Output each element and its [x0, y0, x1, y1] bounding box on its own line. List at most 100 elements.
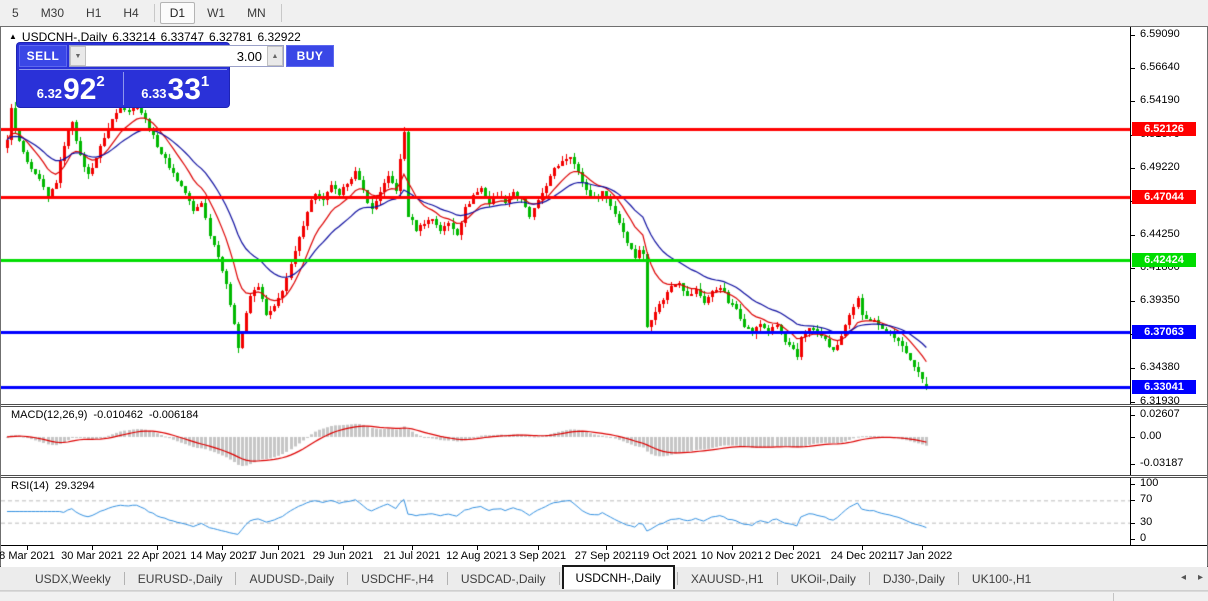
sell-button[interactable]: SELL [19, 45, 67, 67]
tab-strip: USDX,Weekly EURUSD-,Daily AUDUSD-,Daily USD… [0, 564, 1208, 590]
time-axis-tickmark [667, 546, 668, 550]
panel-splitter[interactable] [1, 475, 1207, 478]
price-axis-tickmark [1131, 235, 1135, 236]
price-axis[interactable]: 6.590906.566406.541906.516706.492206.467… [1130, 27, 1207, 407]
indicator-axis-label: -0.03187 [1140, 457, 1184, 469]
date-label: 7 Jun 2021 [250, 550, 306, 562]
volume-increase-button[interactable]: ▲ [267, 46, 283, 66]
status-bar-divider [1113, 593, 1114, 601]
indicator-axis-tickmark [1131, 437, 1135, 438]
volume-decrease-button[interactable]: ▼ [70, 46, 86, 66]
rsi-value: 29.3294 [54, 480, 95, 492]
price-axis-tickmark [1131, 168, 1135, 169]
ohlc-close: 6.32922 [257, 30, 301, 44]
date-label: 14 May 2021 [190, 550, 254, 562]
time-axis-tickmark [793, 546, 794, 550]
timeframe-button-5[interactable]: 5 [12, 6, 19, 20]
tab-separator [957, 572, 959, 585]
sell-price-prefix: 6.32 [36, 86, 63, 101]
hline-price-badge: 6.37063 [1132, 325, 1196, 339]
buy-price-pip: 1 [200, 73, 210, 90]
ohlc-open: 6.33214 [112, 30, 156, 44]
time-axis-tickmark [732, 546, 733, 550]
time-axis-tickmark [157, 546, 158, 550]
indicator-axis-label: 100 [1140, 477, 1159, 489]
timeframe-button-h1[interactable]: H1 [86, 6, 102, 20]
time-axis-tickmark [538, 546, 539, 550]
time-axis-tickmark [222, 546, 223, 550]
date-label: 17 Jan 2022 [891, 550, 953, 562]
status-bar [0, 591, 1208, 601]
tab-eurusd-daily[interactable]: EURUSD-,Daily [137, 571, 223, 586]
price-axis-tickmark [1131, 301, 1135, 302]
timeframe-button-d1[interactable]: D1 [159, 2, 196, 24]
rsi-axis[interactable]: 100 70 30 0 [1130, 477, 1207, 545]
time-axis-tickmark [278, 546, 279, 550]
price-axis-tickmark [1131, 35, 1135, 36]
price-axis-tickmark [1131, 402, 1135, 403]
panel-splitter[interactable] [1, 404, 1207, 407]
rsi-chart-canvas[interactable] [1, 478, 1130, 545]
tab-dj30-daily[interactable]: DJ30-,Daily [882, 571, 945, 586]
volume-input[interactable] [86, 46, 267, 66]
hline-price-badge: 6.52126 [1132, 122, 1196, 136]
date-label: 8 Mar 2021 [0, 550, 55, 562]
timeframe-button-h4[interactable]: H4 [123, 6, 139, 20]
indicator-axis-label: 0.02607 [1140, 408, 1180, 420]
collapse-trade-panel-icon[interactable]: ▲ [9, 31, 17, 41]
indicator-axis-label: 30 [1140, 516, 1153, 528]
volume-control: ▼ ▲ [69, 45, 284, 67]
macd-main-value: -0.010462 [93, 409, 143, 421]
tab-ukoil-daily[interactable]: UKOil-,Daily [790, 571, 856, 586]
macd-chart-canvas[interactable] [1, 407, 1130, 475]
indicator-axis-tickmark [1131, 539, 1135, 540]
rsi-name: RSI(14) [11, 480, 49, 492]
sell-price-display[interactable]: 6.32 92 2 [19, 72, 123, 105]
macd-panel: MACD(12,26,9) -0.010462 -0.006184 0.0260… [1, 407, 1207, 475]
date-label: 12 Aug 2021 [446, 550, 508, 562]
price-axis-tickmark [1131, 268, 1135, 269]
time-axis-tickmark [92, 546, 93, 550]
date-label: 10 Nov 2021 [700, 550, 764, 562]
price-axis-label: 6.54190 [1140, 94, 1180, 106]
buy-price-display[interactable]: 6.33 33 1 [122, 72, 228, 105]
time-axis[interactable]: 8 Mar 2021 30 Mar 2021 22 Apr 2021 14 May 2… [0, 545, 1207, 567]
date-label: 3 Sep 2021 [509, 550, 567, 562]
tab-scroll-left-icon[interactable]: ◂ [1180, 572, 1186, 583]
tab-usdx-weekly[interactable]: USDX,Weekly [35, 571, 111, 586]
tab-separator [123, 572, 125, 585]
date-label: 24 Dec 2021 [830, 550, 894, 562]
tab-audusd-daily[interactable]: AUDUSD-,Daily [249, 571, 335, 586]
buy-button[interactable]: BUY [286, 45, 334, 67]
tab-usdchf-h4[interactable]: USDCHF-,H4 [361, 571, 434, 586]
timeframe-button-w1[interactable]: W1 [207, 6, 226, 20]
tab-xauusd-h1[interactable]: XAUUSD-,H1 [690, 571, 764, 586]
date-label: 22 Apr 2021 [127, 550, 187, 562]
price-axis-label: 6.34380 [1140, 361, 1180, 373]
price-axis-label: 6.31930 [1140, 395, 1180, 407]
macd-axis[interactable]: 0.02607 0.00 -0.03187 [1130, 407, 1207, 475]
tab-uk100-h1[interactable]: UK100-,H1 [971, 571, 1032, 586]
hline-price-badge: 6.47044 [1132, 190, 1196, 204]
tab-usdcad-daily[interactable]: USDCAD-,Daily [460, 571, 546, 586]
tab-separator [558, 572, 560, 585]
timeframe-button-m30[interactable]: M30 [40, 6, 65, 20]
toolbar-separator [280, 4, 282, 22]
indicator-axis-label: 70 [1140, 493, 1153, 505]
main-price-panel: ▲ USDCNH-,Daily 6.33214 6.33747 6.32781 … [1, 27, 1207, 407]
tab-usdcnh-daily[interactable]: USDCNH-,Daily [561, 564, 675, 589]
price-axis-label: 6.39350 [1140, 294, 1180, 306]
price-axis-label: 6.56640 [1140, 61, 1180, 73]
tab-separator [446, 572, 448, 585]
timeframe-button-mn[interactable]: MN [247, 6, 266, 20]
sell-price-big-digits: 92 [63, 73, 97, 106]
time-axis-tickmark [27, 546, 28, 550]
tab-scroll-right-icon[interactable]: ▸ [1197, 572, 1203, 583]
time-axis-tickmark [862, 546, 863, 550]
hline-price-badge: 6.42424 [1132, 253, 1196, 267]
chart-title: ▲ USDCNH-,Daily 6.33214 6.33747 6.32781 … [9, 30, 301, 44]
date-label: 27 Sep 2021 [574, 550, 638, 562]
indicator-axis-tickmark [1131, 415, 1135, 416]
ohlc-high: 6.33747 [160, 30, 205, 44]
indicator-axis-tickmark [1131, 484, 1135, 485]
